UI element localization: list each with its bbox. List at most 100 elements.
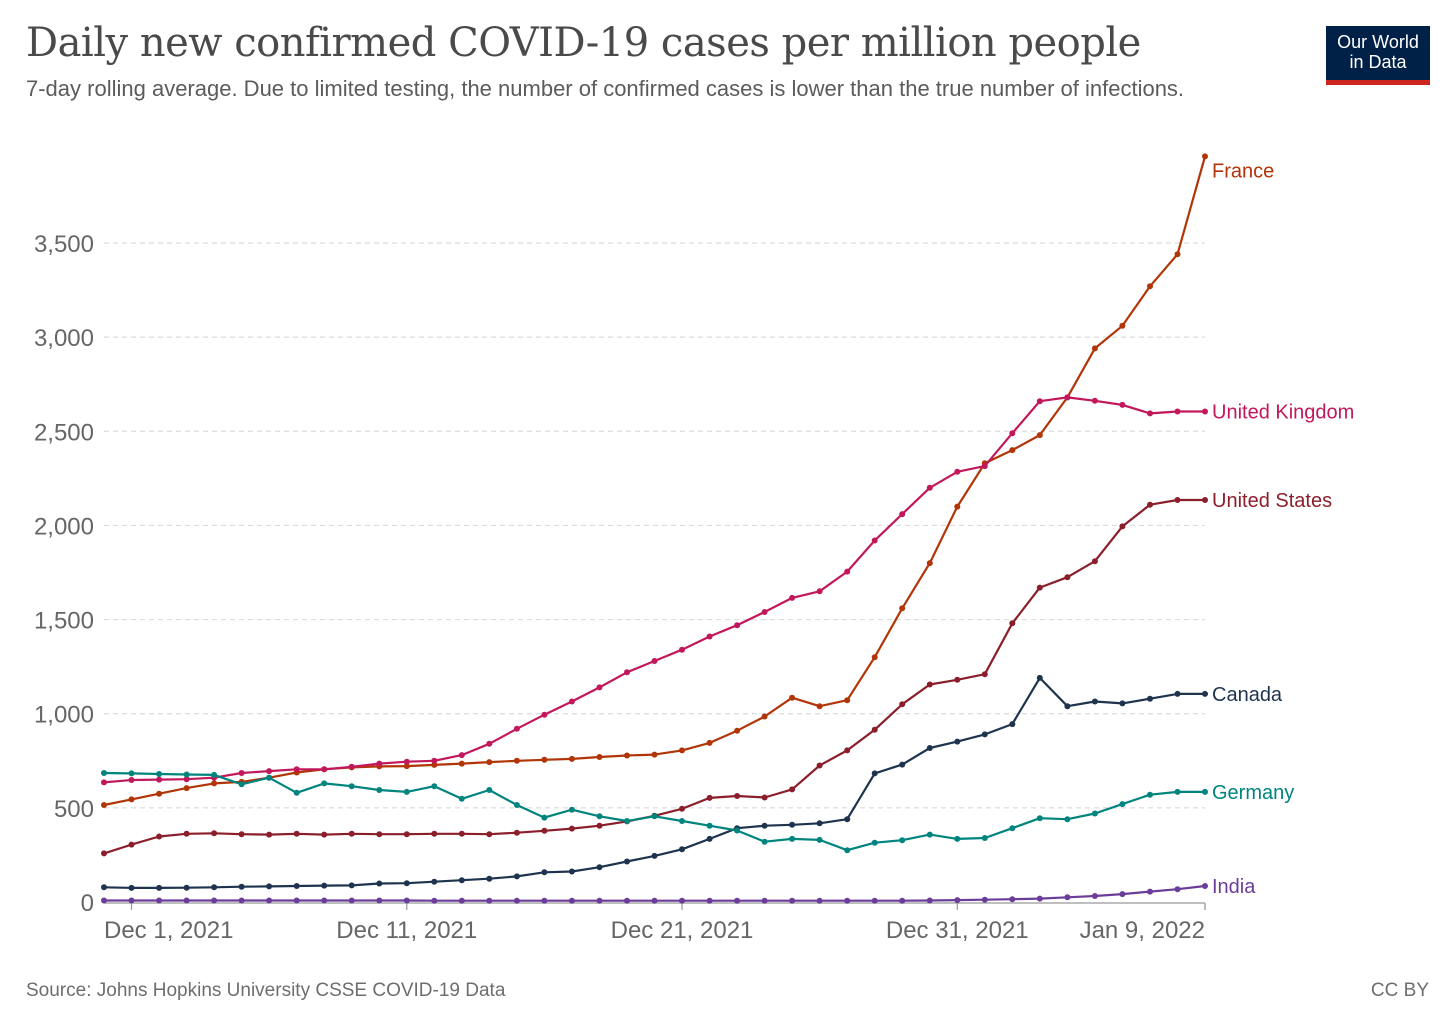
data-point-india <box>568 897 575 904</box>
data-point-india <box>1091 893 1098 899</box>
data-point-united-kingdom <box>1119 401 1126 408</box>
data-point-united-kingdom <box>816 588 823 595</box>
data-point-united-states <box>1064 574 1071 581</box>
data-point-india <box>761 897 768 904</box>
data-point-united-states <box>1202 497 1208 503</box>
data-point-canada <box>266 883 273 890</box>
data-point-germany <box>321 780 328 787</box>
owid-logo[interactable]: Our World in Data <box>1326 26 1430 85</box>
data-point-united-kingdom <box>1174 408 1181 415</box>
data-point-united-states <box>101 850 107 857</box>
data-point-canada <box>1174 690 1181 697</box>
data-point-united-kingdom <box>1147 410 1153 417</box>
data-point-germany <box>926 831 933 838</box>
data-point-united-kingdom <box>596 684 603 691</box>
data-point-france <box>1147 283 1153 290</box>
x-tick-label: Dec 11, 2021 <box>336 917 477 944</box>
data-point-united-kingdom <box>1009 430 1016 437</box>
data-point-canada <box>348 882 355 889</box>
data-point-canada <box>651 852 658 859</box>
data-point-india <box>348 897 355 904</box>
data-point-germany <box>981 835 988 841</box>
data-point-india <box>156 897 163 904</box>
data-point-india <box>1009 896 1016 903</box>
series-label-france: France <box>1212 160 1274 182</box>
data-point-united-states <box>761 794 768 801</box>
data-point-canada <box>293 883 300 889</box>
data-point-united-states <box>128 841 135 848</box>
license-link[interactable]: CC BY <box>1370 980 1429 1001</box>
data-point-united-kingdom <box>679 646 685 653</box>
data-point-india <box>1119 891 1126 898</box>
data-point-germany <box>513 802 520 808</box>
y-tick-label: 3,500 <box>34 231 94 258</box>
data-point-india <box>899 897 906 904</box>
data-point-india <box>293 897 300 904</box>
series-label-united-states: United States <box>1212 490 1332 512</box>
data-point-france <box>431 761 438 768</box>
data-point-united-states <box>458 830 465 837</box>
data-point-france <box>183 785 190 792</box>
data-point-united-states <box>1091 558 1098 565</box>
data-point-canada <box>954 738 961 745</box>
data-point-france <box>403 763 410 770</box>
data-point-france <box>513 757 520 764</box>
data-point-germany <box>156 771 163 777</box>
data-point-france <box>679 747 685 754</box>
data-point-united-kingdom <box>541 711 548 718</box>
data-point-canada <box>183 884 190 891</box>
data-point-india <box>816 897 823 904</box>
data-point-france <box>101 802 107 808</box>
data-point-france <box>706 739 713 746</box>
x-tick-label: Dec 21, 2021 <box>611 917 754 944</box>
x-tick-label: Jan 9, 2022 <box>1080 917 1205 944</box>
data-point-united-kingdom <box>761 609 768 615</box>
data-point-india <box>596 897 603 904</box>
data-point-france <box>899 605 906 612</box>
data-point-canada <box>128 884 135 891</box>
data-point-germany <box>266 774 273 781</box>
data-point-france <box>1202 153 1208 160</box>
data-point-germany <box>1064 816 1071 823</box>
data-point-united-kingdom <box>624 669 630 676</box>
source-note: Source: Johns Hopkins University CSSE CO… <box>26 980 506 1001</box>
data-point-united-states <box>431 830 438 837</box>
data-point-france <box>211 780 218 787</box>
data-point-united-states <box>156 833 163 840</box>
data-point-germany <box>376 787 383 793</box>
data-point-united-kingdom <box>568 698 575 705</box>
data-point-germany <box>624 818 630 824</box>
data-point-france <box>871 654 878 661</box>
logo-line-1: Our World <box>1337 32 1419 52</box>
data-point-canada <box>871 770 878 777</box>
data-point-india <box>376 897 383 904</box>
logo-accent-bar <box>1326 80 1430 85</box>
data-point-united-kingdom <box>266 768 273 775</box>
data-point-india <box>458 897 465 904</box>
data-point-canada <box>1119 700 1126 707</box>
data-point-united-states <box>596 822 603 829</box>
data-point-france <box>541 756 548 763</box>
data-point-canada <box>789 821 796 828</box>
data-point-india <box>706 897 713 904</box>
data-point-canada <box>431 878 438 885</box>
data-point-india <box>101 897 107 904</box>
data-point-canada <box>403 880 410 887</box>
data-point-germany <box>1091 810 1098 817</box>
data-point-united-kingdom <box>431 757 438 764</box>
data-point-germany <box>348 783 355 790</box>
data-point-india <box>734 897 741 904</box>
data-point-germany <box>596 813 603 820</box>
data-point-united-states <box>844 747 851 754</box>
data-point-france <box>486 759 493 766</box>
data-point-united-kingdom <box>293 766 300 773</box>
data-point-united-kingdom <box>844 568 851 575</box>
data-point-united-states <box>1174 497 1181 503</box>
series-label-germany: Germany <box>1212 782 1294 804</box>
data-point-germany <box>816 836 823 843</box>
data-point-canada <box>321 882 328 889</box>
data-point-united-kingdom <box>734 622 741 629</box>
data-point-germany <box>1036 815 1043 822</box>
data-point-germany <box>128 770 135 777</box>
series-label-united-kingdom: United Kingdom <box>1212 402 1354 424</box>
